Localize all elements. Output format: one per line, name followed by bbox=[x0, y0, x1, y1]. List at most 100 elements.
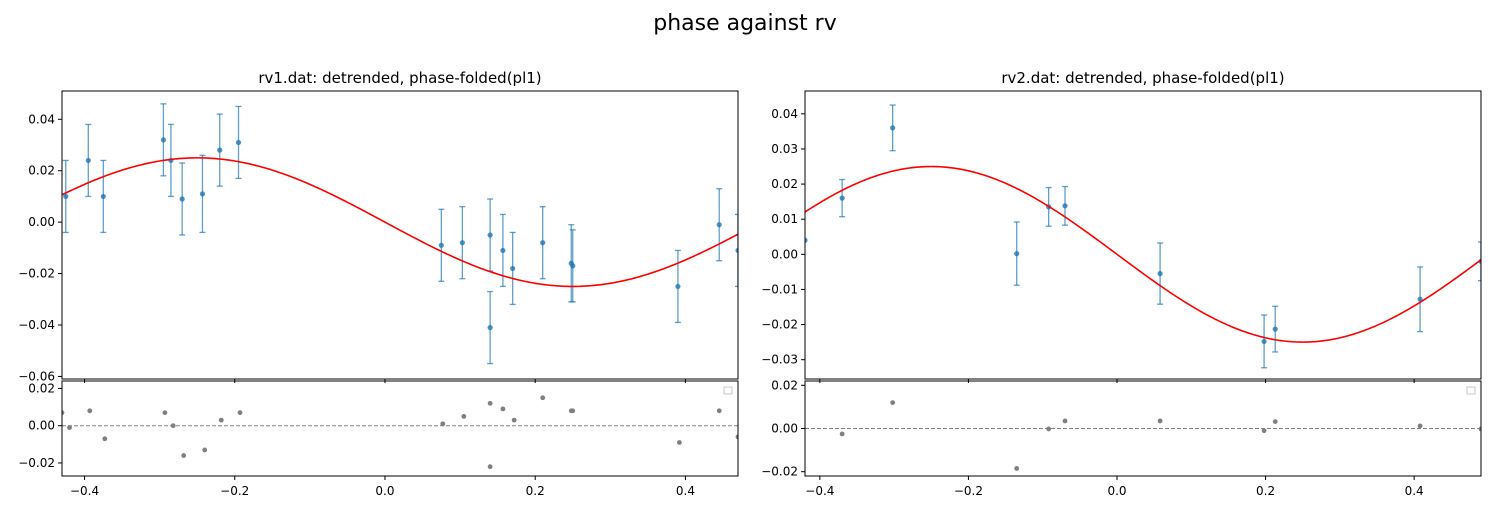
data-point bbox=[100, 159, 107, 234]
data-marker bbox=[510, 265, 516, 272]
data-marker bbox=[438, 242, 444, 248]
data-point bbox=[216, 113, 223, 187]
residual-point bbox=[67, 425, 72, 430]
residual-point bbox=[461, 413, 467, 419]
residual-point bbox=[440, 421, 446, 427]
data-point bbox=[509, 231, 516, 306]
data-point bbox=[499, 213, 506, 288]
data-marker bbox=[1272, 326, 1278, 332]
data-point bbox=[160, 103, 167, 177]
data-point bbox=[62, 159, 69, 234]
data-point bbox=[487, 290, 494, 365]
data-marker bbox=[540, 240, 546, 246]
main-plot-area bbox=[62, 103, 738, 365]
data-marker bbox=[100, 193, 106, 200]
y-tick-label: 0.01 bbox=[771, 212, 798, 226]
data-marker bbox=[487, 232, 493, 238]
data-marker bbox=[199, 191, 206, 197]
data-marker bbox=[160, 137, 166, 143]
y-tick-label: 0.00 bbox=[28, 215, 55, 229]
data-marker bbox=[716, 222, 722, 228]
residual-plot-area bbox=[62, 395, 738, 470]
y-tick-label: 0.02 bbox=[771, 177, 798, 191]
y-tick-label: 0.04 bbox=[28, 112, 55, 126]
y-tick-label: −0.02 bbox=[18, 267, 55, 281]
data-marker bbox=[217, 147, 223, 153]
data-marker bbox=[1157, 271, 1163, 277]
residual-point bbox=[1417, 423, 1423, 429]
data-point bbox=[85, 123, 92, 198]
data-marker bbox=[890, 125, 896, 131]
residual-point bbox=[716, 408, 722, 414]
x-tick-label: 0.0 bbox=[1107, 484, 1126, 498]
y-tick-label: −0.02 bbox=[761, 318, 798, 332]
y-tick-label: 0.00 bbox=[771, 247, 798, 261]
data-point bbox=[487, 198, 494, 272]
residual-point bbox=[890, 400, 896, 405]
x-tick-label: −0.4 bbox=[70, 484, 99, 498]
y-tick-label: −0.04 bbox=[18, 318, 55, 332]
data-point bbox=[235, 105, 242, 180]
data-marker bbox=[85, 157, 91, 164]
panel-title: rv2.dat: detrended, phase-folded(pl1) bbox=[1001, 69, 1284, 87]
residual-point bbox=[218, 417, 224, 423]
legend-box bbox=[723, 386, 733, 395]
x-tick-label: 0.4 bbox=[1405, 484, 1424, 498]
data-point bbox=[438, 208, 445, 282]
residual-point bbox=[570, 408, 576, 414]
residual-point bbox=[62, 410, 65, 416]
y-tick-label: −0.01 bbox=[761, 282, 798, 296]
data-point bbox=[716, 188, 723, 262]
data-marker bbox=[1261, 338, 1267, 345]
residual-point bbox=[87, 408, 93, 414]
data-point bbox=[569, 229, 576, 303]
residual-y-tick-label: 0.00 bbox=[28, 419, 55, 433]
legend-box bbox=[1466, 386, 1476, 395]
residual-axes-frame bbox=[61, 380, 739, 477]
data-point bbox=[199, 154, 206, 234]
residual-y-tick-label: 0.02 bbox=[28, 381, 55, 395]
data-point bbox=[179, 162, 186, 236]
residual-point bbox=[677, 440, 682, 445]
residual-y-tick-label: 0.00 bbox=[771, 422, 798, 436]
residual-point bbox=[1261, 428, 1267, 434]
data-marker bbox=[63, 193, 69, 200]
rv1-panel: rv1.dat: detrended, phase-folded(pl1) −0.… bbox=[18, 69, 739, 498]
residual-point bbox=[839, 431, 845, 437]
data-marker bbox=[735, 247, 738, 254]
residual-point bbox=[237, 410, 243, 416]
residual-point bbox=[1157, 418, 1163, 424]
model-curve bbox=[62, 157, 738, 288]
data-marker bbox=[235, 139, 242, 146]
x-tick-label: −0.2 bbox=[220, 484, 249, 498]
data-marker bbox=[805, 237, 808, 243]
data-marker bbox=[459, 240, 465, 246]
main-plot-area bbox=[805, 104, 1481, 369]
residual-point bbox=[162, 410, 168, 416]
panel-title: rv1.dat: detrended, phase-folded(pl1) bbox=[258, 69, 541, 87]
data-point bbox=[839, 178, 846, 218]
figure-suptitle: phase against rv bbox=[653, 11, 837, 36]
data-point bbox=[459, 206, 466, 280]
data-point bbox=[1417, 266, 1424, 333]
data-marker bbox=[1014, 251, 1020, 257]
residual-point bbox=[511, 417, 517, 423]
residual-point bbox=[500, 406, 506, 412]
residual-point bbox=[202, 447, 208, 453]
data-marker bbox=[570, 263, 576, 269]
data-point bbox=[735, 213, 738, 288]
residual-point bbox=[170, 423, 176, 429]
residual-y-tick-label: −0.02 bbox=[761, 465, 798, 479]
data-point bbox=[1272, 305, 1279, 353]
x-tick-label: 0.2 bbox=[526, 484, 545, 498]
residual-point bbox=[181, 453, 187, 458]
residual-point bbox=[1046, 426, 1052, 432]
residual-point bbox=[1272, 419, 1278, 424]
x-tick-label: 0.2 bbox=[1256, 484, 1275, 498]
y-tick-label: −0.03 bbox=[761, 353, 798, 367]
data-point bbox=[1013, 221, 1020, 286]
y-tick-label: 0.03 bbox=[771, 142, 798, 156]
data-marker bbox=[487, 324, 493, 331]
